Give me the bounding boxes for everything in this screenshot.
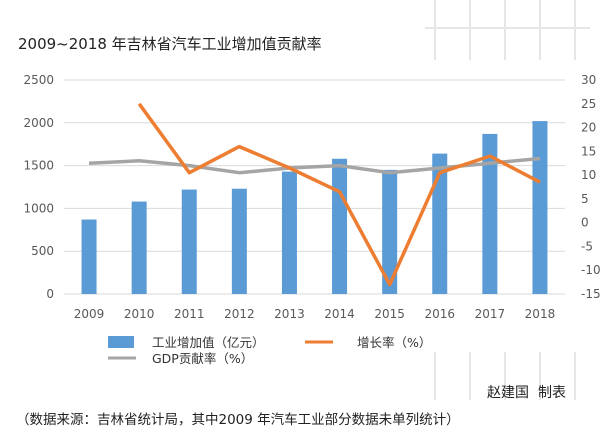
x-tick-label: 2016 xyxy=(424,307,455,321)
x-tick-label: 2011 xyxy=(174,307,205,321)
x-tick-label: 2018 xyxy=(525,307,556,321)
x-tick-label: 2009 xyxy=(74,307,105,321)
decorative-watermark-bottom xyxy=(434,352,576,400)
x-tick-label: 2012 xyxy=(224,307,255,321)
y-axis-left: 0 500 1000 1500 2000 2500 xyxy=(23,73,54,301)
bar-series xyxy=(81,121,548,294)
growth-rate-line xyxy=(137,102,541,287)
bar xyxy=(281,171,297,294)
bar xyxy=(332,158,348,294)
x-tick-label: 2015 xyxy=(374,307,405,321)
y-right-tick-label: -5 xyxy=(581,239,593,253)
legend-swatch-bar xyxy=(108,336,134,348)
y-right-tick-label: 10 xyxy=(581,168,596,182)
y-right-tick-label: 0 xyxy=(581,216,589,230)
x-tick-label: 2013 xyxy=(274,307,305,321)
y-right-tick-label: 20 xyxy=(581,121,596,135)
y-right-tick-label: -15 xyxy=(581,287,600,301)
y-left-tick-label: 2000 xyxy=(23,116,54,130)
bar xyxy=(532,121,548,294)
y-left-tick-label: 500 xyxy=(31,244,54,258)
bar xyxy=(382,169,398,294)
footer-author: 赵建国 xyxy=(487,385,529,401)
y-right-tick-label: 5 xyxy=(581,192,589,206)
legend-label-bar: 工业增加值（亿元） xyxy=(152,335,265,350)
decorative-watermark xyxy=(425,0,590,60)
chart-title: 2009~2018 年吉林省汽车工业增加值贡献率 xyxy=(18,35,322,53)
footer-author-suffix: 制表 xyxy=(538,385,566,401)
bar xyxy=(81,219,97,294)
y-left-tick-label: 0 xyxy=(46,287,54,301)
y-axis-right: -15 -10 -5 0 5 10 15 20 25 30 xyxy=(581,73,600,301)
bar xyxy=(181,189,197,294)
y-left-tick-label: 2500 xyxy=(23,73,54,87)
bar xyxy=(432,153,448,294)
y-left-tick-label: 1000 xyxy=(23,201,54,215)
y-right-tick-label: 30 xyxy=(581,73,596,87)
legend-label-growth: 增长率（%） xyxy=(357,335,431,350)
line-series xyxy=(88,102,541,287)
x-axis: 2009 2010 2011 2012 2013 2014 2015 2016 2017 2018 xyxy=(74,307,555,321)
y-left-tick-label: 1500 xyxy=(23,159,54,173)
y-right-tick-label: 25 xyxy=(581,97,596,111)
footer-source: （数据来源：吉林省统计局，其中2009 年汽车工业部分数据未单列统计） xyxy=(16,411,460,428)
y-right-tick-label: 15 xyxy=(581,144,596,158)
legend-label-gdp: GDP贡献率（%） xyxy=(152,351,253,366)
x-tick-label: 2010 xyxy=(124,307,155,321)
bar xyxy=(131,201,147,294)
x-tick-label: 2017 xyxy=(475,307,506,321)
legend: 工业增加值（亿元） 增长率（%） GDP贡献率（%） xyxy=(108,335,431,366)
y-right-tick-label: -10 xyxy=(581,263,600,277)
bar xyxy=(231,188,247,294)
bar xyxy=(482,133,498,294)
x-tick-label: 2014 xyxy=(324,307,355,321)
